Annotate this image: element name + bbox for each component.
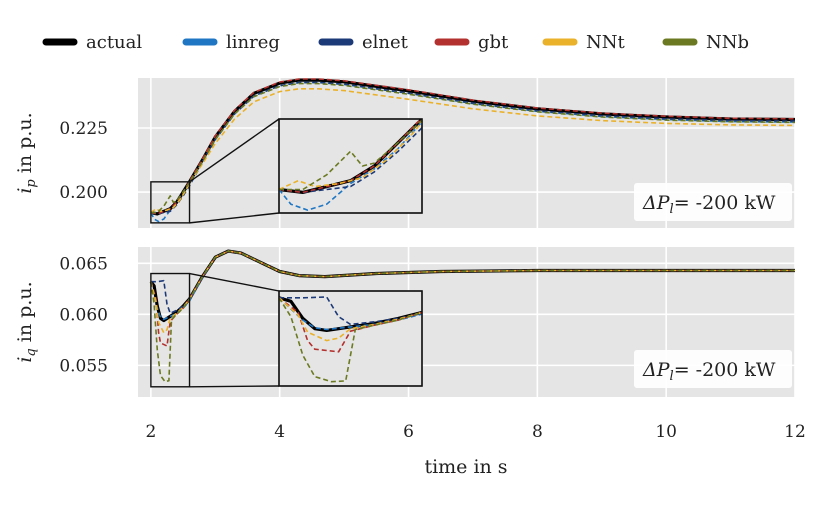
bottom-ylabel-var: i	[14, 357, 36, 363]
top-annot-value: = -200 kW	[674, 192, 776, 214]
bottom-zoom-region	[150, 272, 191, 388]
bottom-zoom-connector	[189, 385, 280, 388]
bottom-annot-value: = -200 kW	[674, 359, 776, 381]
top-inset-series-NNb	[279, 119, 422, 191]
x-tick-label: 4	[274, 422, 285, 442]
bottom-y-axis-label: iq in p.u.	[14, 281, 39, 362]
top-series	[150, 78, 795, 223]
top-inset-series-linreg	[279, 120, 422, 211]
top-y-axis-label: ip in p.u.	[14, 112, 39, 193]
bottom-ylabel-sub: q	[24, 348, 39, 356]
bottom-inset	[150, 272, 423, 388]
x-tick-label: 6	[403, 422, 414, 442]
top-ylabel-rest: in p.u.	[14, 112, 36, 179]
legend: actual linreg elnet gbt NNt NNb	[42, 32, 749, 53]
bottom-ylabel-rest: in p.u.	[14, 281, 36, 348]
top-annotation-text: ΔPl= -200 kW	[642, 192, 776, 217]
bottom-inset-series-linreg	[279, 297, 422, 331]
x-axis-label: time in s	[424, 456, 507, 478]
y-tick-label: 0.200	[59, 183, 108, 203]
bottom-inset-series-NNb	[279, 297, 422, 383]
top-y-ticks: 0.200 0.225	[59, 119, 108, 203]
top-inset-series-NNt	[279, 120, 422, 191]
bottom-inset-series-elnet	[279, 296, 422, 326]
y-tick-label: 0.060	[59, 305, 108, 325]
legend-label-gbt: gbt	[478, 32, 509, 53]
top-annot-delta: ΔP	[642, 192, 671, 214]
x-tick-label: 8	[532, 422, 543, 442]
top-zoom-connector	[189, 118, 280, 183]
x-axis-ticks: 2 4 6 8 10 12	[145, 422, 805, 442]
top-inset-series-gbt	[279, 119, 422, 194]
top-inset-series	[279, 119, 422, 211]
top-zoom-region	[150, 181, 191, 224]
bottom-annotation-box	[634, 350, 792, 388]
top-inset	[150, 118, 423, 224]
top-inset-frame	[278, 118, 423, 214]
top-annot-sub: l	[670, 202, 674, 217]
bottom-panel: 0.055 0.060 0.065 ΔPl= -200 kW iq in p.u.	[14, 247, 796, 397]
top-ylabel-var: i	[14, 188, 36, 194]
legend-label-linreg: linreg	[226, 32, 280, 53]
x-tick-label: 2	[145, 422, 156, 442]
y-tick-label: 0.065	[59, 254, 108, 274]
bottom-inset-border	[278, 290, 423, 387]
bottom-y-ticks: 0.055 0.060 0.065	[59, 254, 108, 376]
y-tick-label: 0.225	[59, 119, 108, 139]
bottom-inset-frame	[278, 290, 423, 387]
top-inset-border	[278, 118, 423, 214]
top-zoom-connector	[189, 212, 280, 224]
bottom-annotation: ΔPl= -200 kW	[634, 350, 792, 388]
bottom-series-NNb	[150, 250, 795, 383]
legend-label-actual: actual	[86, 32, 142, 53]
top-series-NNb	[150, 82, 795, 214]
bottom-zoom-connector	[189, 272, 280, 292]
top-series-NNt	[150, 88, 795, 214]
bottom-inset-series	[279, 296, 422, 383]
legend-label-elnet: elnet	[362, 32, 409, 53]
legend-label-NNt: NNt	[586, 32, 626, 53]
bottom-annot-delta: ΔP	[642, 359, 671, 381]
bottom-series	[149, 249, 795, 383]
top-panel: 0.200 0.225 ΔPl= -200 kW ip in p.u.	[14, 78, 796, 228]
bottom-annot-sub: l	[670, 369, 674, 384]
top-annotation: ΔPl= -200 kW	[634, 183, 792, 221]
top-series-gbt	[150, 78, 795, 215]
legend-label-NNb: NNb	[706, 32, 749, 53]
x-tick-label: 12	[784, 422, 806, 442]
bottom-annotation-text: ΔPl= -200 kW	[642, 359, 776, 384]
bottom-inset-series-gbt	[279, 297, 422, 353]
top-annotation-box	[634, 183, 792, 221]
y-tick-label: 0.055	[59, 356, 108, 376]
x-tick-label: 10	[655, 422, 677, 442]
top-ylabel-sub: p	[24, 179, 39, 188]
